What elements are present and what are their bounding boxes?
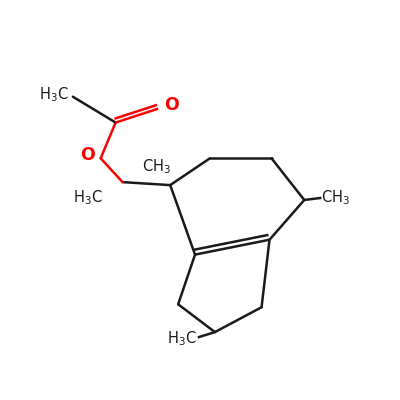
Text: O: O — [164, 96, 179, 114]
Text: CH$_3$: CH$_3$ — [321, 189, 350, 207]
Text: H$_3$C: H$_3$C — [73, 189, 103, 207]
Text: H$_3$C: H$_3$C — [168, 330, 197, 348]
Text: CH$_3$: CH$_3$ — [142, 157, 171, 176]
Text: O: O — [80, 146, 95, 164]
Text: H$_3$C: H$_3$C — [39, 85, 69, 104]
